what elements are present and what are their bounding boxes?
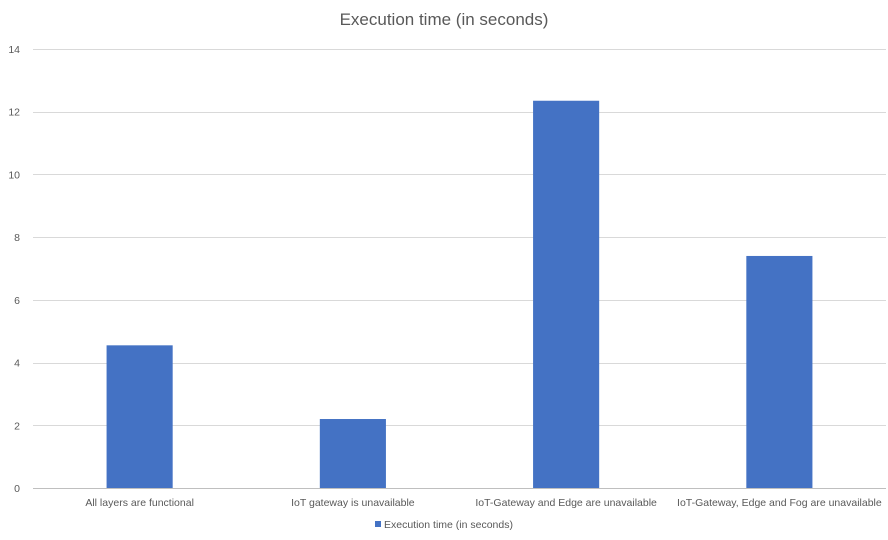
bars bbox=[107, 101, 813, 488]
y-tick-label: 0 bbox=[14, 483, 20, 495]
bar bbox=[533, 101, 599, 488]
legend-label: Execution time (in seconds) bbox=[384, 519, 513, 531]
bar bbox=[320, 419, 386, 488]
y-tick-label: 10 bbox=[8, 169, 20, 181]
y-tick-label: 8 bbox=[14, 232, 20, 244]
x-axis-category-labels: All layers are functional IoT gateway is … bbox=[85, 497, 882, 509]
y-tick-label: 12 bbox=[8, 107, 20, 119]
x-category-label: All layers are functional bbox=[85, 497, 194, 509]
bar bbox=[746, 256, 812, 488]
legend-swatch bbox=[375, 521, 381, 527]
x-category-label: IoT-Gateway and Edge are unavailable bbox=[475, 497, 657, 509]
y-axis-tick-labels: 0 2 4 6 8 10 12 14 bbox=[8, 44, 20, 495]
bar bbox=[107, 345, 173, 488]
y-tick-label: 14 bbox=[8, 44, 20, 56]
y-tick-label: 6 bbox=[14, 295, 20, 307]
legend: Execution time (in seconds) bbox=[0, 519, 888, 531]
y-tick-label: 4 bbox=[14, 358, 20, 370]
y-tick-label: 2 bbox=[14, 420, 20, 432]
x-category-label: IoT-Gateway, Edge and Fog are unavailabl… bbox=[677, 497, 882, 509]
x-category-label: IoT gateway is unavailable bbox=[291, 497, 415, 509]
